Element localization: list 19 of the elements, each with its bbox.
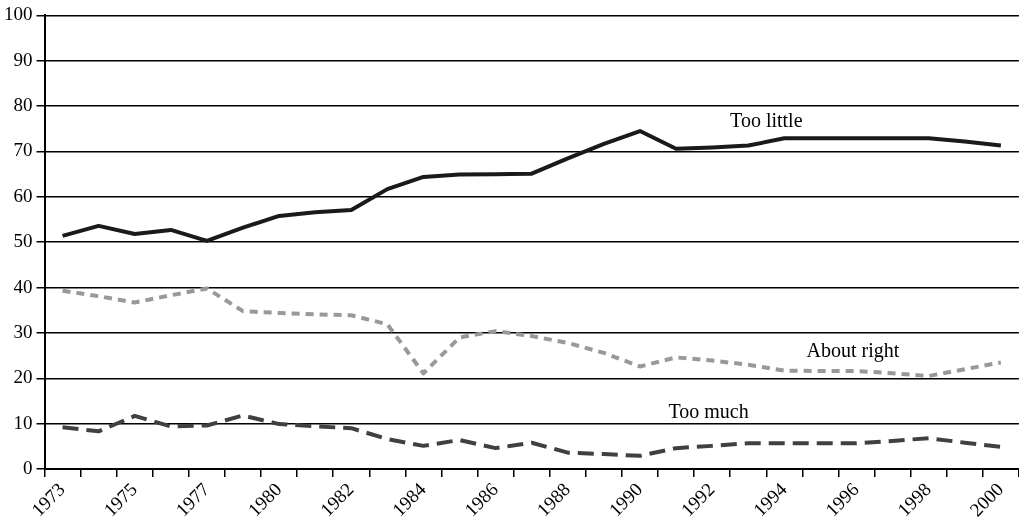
y-tick-label: 80 — [13, 94, 33, 116]
y-tick-label: 30 — [13, 320, 33, 342]
y-tick-label: 60 — [13, 184, 33, 206]
x-tick-label: 1990 — [604, 478, 647, 521]
y-tick-label: 10 — [13, 411, 33, 433]
y-tick-label: 70 — [13, 139, 33, 161]
series-label: About right — [806, 338, 900, 362]
y-tick-label: 20 — [13, 366, 33, 388]
y-tick-label: 100 — [4, 3, 33, 25]
line-series — [60, 286, 1003, 379]
x-tick-label: 1980 — [243, 478, 286, 521]
y-tick-label: 0 — [23, 456, 33, 478]
y-tick-label: 40 — [13, 275, 33, 297]
y-tick-label: 50 — [13, 230, 33, 252]
x-tick-label: 1992 — [676, 478, 719, 521]
x-tick-label: 1982 — [315, 478, 358, 521]
series-label: Too little — [730, 109, 803, 132]
y-tick-label: 90 — [13, 48, 33, 70]
series-label: Too much — [668, 400, 749, 423]
